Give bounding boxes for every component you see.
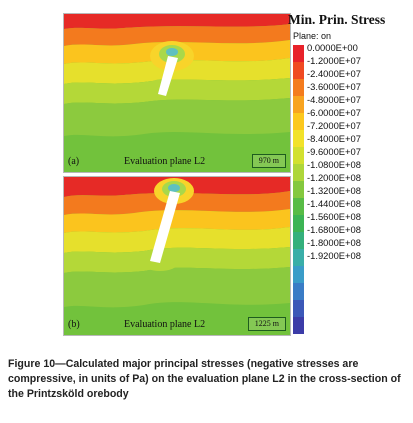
scale-label: 970 m	[251, 154, 286, 168]
legend-color-swatch	[293, 283, 304, 300]
legend-value-label: -1.8000E+08	[307, 237, 361, 248]
legend-color-swatch	[293, 232, 304, 249]
color-scale-labels: 0.0000E+00 -1.2000E+07 -2.4000E+07 -3.6000E…	[307, 41, 361, 262]
legend-color-swatch	[293, 266, 304, 283]
legend-color-swatch	[293, 164, 304, 181]
panel-caption: Evaluation plane L2	[124, 156, 206, 167]
legend-color-swatch	[293, 181, 304, 198]
legend-value-label: -1.2000E+08	[307, 172, 361, 183]
legend-value-label: -2.4000E+07	[307, 68, 361, 79]
scale-label: 1225 m	[247, 317, 286, 331]
legend-value-label: -9.6000E+07	[307, 146, 361, 157]
legend-color-swatch	[293, 147, 304, 164]
stress-plot-panel-a: (a) Evaluation plane L2 970 m	[63, 13, 291, 173]
legend-title: Min. Prin. Stress	[288, 12, 386, 27]
legend-subtitle: Plane: on	[293, 31, 332, 41]
legend-value-label: 0.0000E+00	[307, 42, 358, 53]
stress-plot-panel-b: (b) Evaluation plane L2 1225 m	[63, 176, 291, 336]
legend-value-label: -1.9200E+08	[307, 250, 361, 261]
legend-value-label: -4.8000E+07	[307, 94, 361, 105]
legend-value-label: -1.2000E+07	[307, 55, 361, 66]
legend-color-swatch	[293, 113, 304, 130]
panel-label: (a)	[68, 156, 80, 167]
legend-color-swatch	[293, 45, 304, 62]
legend-value-label: -1.5600E+08	[307, 211, 361, 222]
legend-value-label: -3.6000E+07	[307, 81, 361, 92]
stress-contour-image-b	[64, 177, 290, 335]
legend-value-label: -8.4000E+07	[307, 133, 361, 144]
legend-value-label: -6.0000E+07	[307, 107, 361, 118]
legend-color-swatch	[293, 198, 304, 215]
legend-color-swatch	[293, 300, 304, 317]
legend-value-label: -1.6800E+08	[307, 224, 361, 235]
legend-value-label: -1.3200E+08	[307, 185, 361, 196]
legend-color-swatch	[293, 317, 304, 334]
legend-color-swatch	[293, 249, 304, 266]
legend-color-swatch	[293, 62, 304, 79]
figure-caption: Figure 10—Calculated major principal str…	[8, 358, 401, 400]
legend-color-swatch	[293, 130, 304, 147]
legend-value-label: -1.0800E+08	[307, 159, 361, 170]
legend-color-swatch	[293, 96, 304, 113]
panel-label: (b)	[68, 319, 80, 330]
legend-value-label: -1.4400E+08	[307, 198, 361, 209]
color-scale-bar	[293, 45, 304, 334]
panel-caption: Evaluation plane L2	[124, 319, 206, 330]
legend-color-swatch	[293, 215, 304, 232]
stress-contour-image-a	[64, 14, 290, 172]
legend-color-swatch	[293, 79, 304, 96]
legend-value-label: -7.2000E+07	[307, 120, 361, 131]
